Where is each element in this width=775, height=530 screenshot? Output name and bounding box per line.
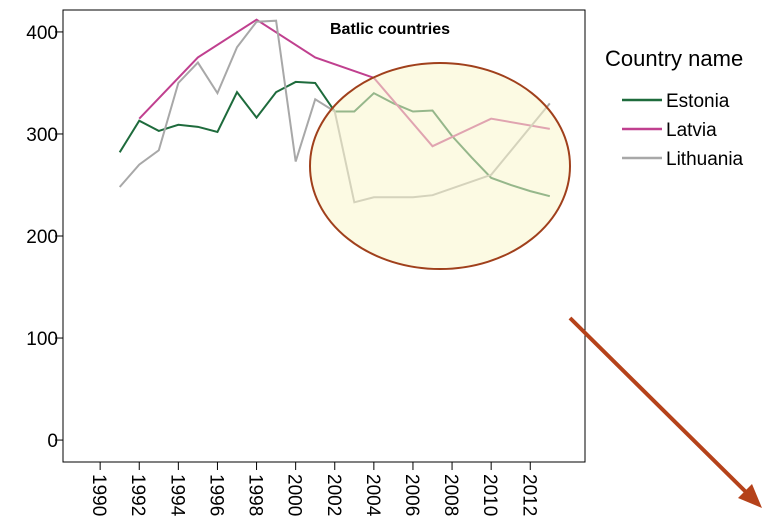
y-tick-label: 100	[26, 329, 58, 350]
arrow-shaft	[568, 316, 754, 500]
y-tick-label: 0	[47, 431, 58, 452]
x-tick-label: 1996	[205, 474, 226, 516]
y-tick-label: 400	[26, 23, 58, 44]
x-tick-label: 2010	[479, 474, 500, 516]
x-tick-label: 2008	[440, 474, 461, 516]
legend-label: Latvia	[666, 120, 717, 141]
y-tick-label: 200	[26, 227, 58, 248]
arrow-head	[738, 484, 762, 508]
x-tick-label: 2000	[284, 474, 305, 516]
x-tick-label: 1994	[166, 474, 187, 517]
y-tick-label: 300	[26, 125, 58, 146]
highlight-ellipse	[309, 62, 571, 270]
legend-title: Country name	[605, 46, 743, 71]
legend-label: Lithuania	[666, 149, 744, 170]
chart-title: Batlic countries	[330, 21, 450, 38]
x-tick-label: 2004	[362, 474, 383, 517]
x-tick-label: 2006	[401, 474, 422, 516]
axes: 0 100 200 300 400 1990 1992 1994 1996 1998 2000 200…	[26, 23, 539, 517]
x-tick-label: 1990	[88, 474, 109, 516]
legend-label: Estonia	[666, 91, 730, 112]
x-tick-label: 2002	[323, 474, 344, 516]
x-tick-label: 2012	[518, 474, 539, 516]
x-tick-label: 1992	[127, 474, 148, 516]
legend: Estonia Latvia Lithuania	[622, 91, 744, 170]
x-tick-label: 1998	[245, 474, 266, 516]
